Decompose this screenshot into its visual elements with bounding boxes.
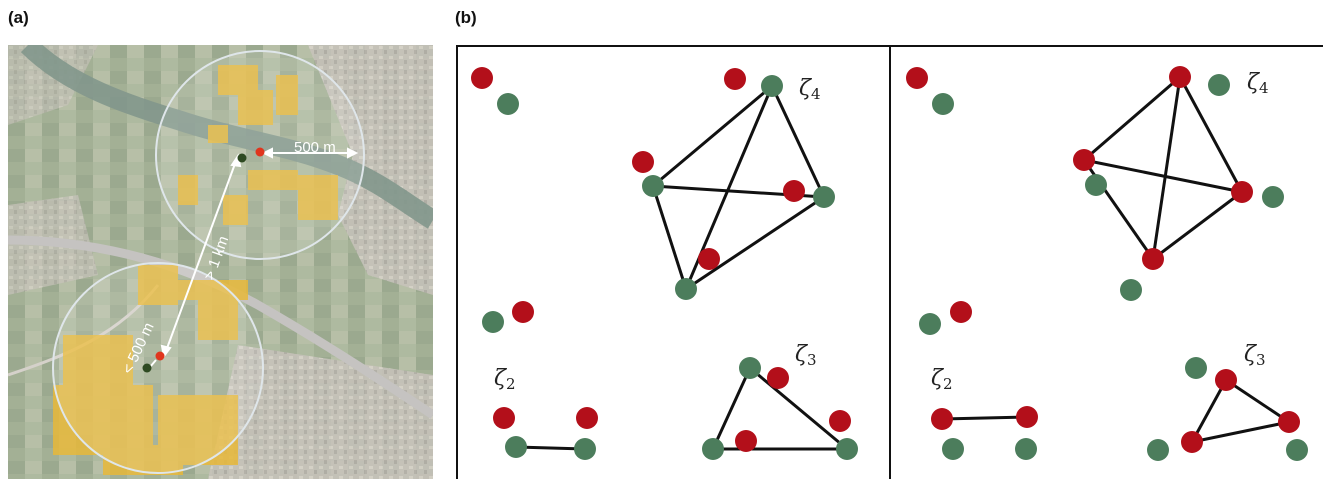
buffer-area-upper — [178, 65, 338, 225]
green-node — [1286, 439, 1308, 461]
buffer-circle-lower — [52, 262, 264, 474]
red-node — [1231, 181, 1253, 203]
red-node — [512, 301, 534, 323]
edge — [711, 367, 752, 450]
red-node — [1142, 248, 1164, 270]
green-node — [497, 93, 519, 115]
edge — [770, 85, 826, 198]
red-node — [829, 410, 851, 432]
edge — [1083, 158, 1243, 194]
green-node — [505, 436, 527, 458]
green-node — [813, 186, 835, 208]
green-node — [1208, 74, 1230, 96]
green-node — [932, 93, 954, 115]
red-node — [471, 67, 493, 89]
green-node — [1147, 439, 1169, 461]
green-node — [836, 438, 858, 460]
red-node — [1169, 66, 1191, 88]
arrowhead-1km-bottom — [160, 344, 172, 359]
edge — [515, 445, 586, 451]
label-zeta-2: ζ2 — [931, 366, 952, 393]
red-node — [493, 407, 515, 429]
label-zeta-3: ζ3 — [795, 342, 816, 369]
point-green-lower — [142, 363, 152, 373]
red-node — [931, 408, 953, 430]
green-node — [642, 175, 664, 197]
highway — [8, 235, 433, 419]
green-node — [919, 313, 941, 335]
point-green-upper — [237, 153, 247, 163]
right-graph: ζ4 ζ3 ζ2 — [906, 66, 1308, 461]
edge — [685, 195, 825, 291]
point-red-lower — [155, 351, 165, 361]
red-node — [698, 248, 720, 270]
red-node — [1181, 431, 1203, 453]
edge — [1083, 75, 1181, 162]
red-node — [735, 430, 757, 452]
label-zeta-3: ζ3 — [1244, 342, 1265, 369]
red-node — [1278, 411, 1300, 433]
left-graph: ζ4 ζ3 ζ2 — [471, 67, 858, 460]
edge — [1190, 379, 1228, 443]
urban-area-nw — [8, 45, 98, 125]
green-node — [739, 357, 761, 379]
aerial-map: 500 m > 1 km < 500 m — [8, 45, 433, 479]
panel-b-label: (b) — [455, 8, 477, 27]
edge — [652, 84, 773, 188]
label-zeta-4: ζ4 — [1247, 70, 1268, 97]
label-zeta-4: ζ4 — [799, 76, 820, 103]
red-node — [950, 301, 972, 323]
green-node — [1262, 186, 1284, 208]
point-red-upper — [255, 147, 265, 157]
green-node — [482, 311, 504, 333]
green-node — [1185, 357, 1207, 379]
edge — [1152, 190, 1243, 261]
green-node — [1120, 279, 1142, 301]
red-node — [767, 367, 789, 389]
green-node — [942, 438, 964, 460]
edge — [1151, 76, 1182, 260]
green-node — [1015, 438, 1037, 460]
red-node — [783, 180, 805, 202]
red-node — [1215, 369, 1237, 391]
buffer-area-lower — [53, 265, 248, 475]
red-node — [724, 68, 746, 90]
green-node — [574, 438, 596, 460]
green-node — [1085, 174, 1107, 196]
edge — [941, 415, 1028, 421]
red-node — [1016, 406, 1038, 428]
edge — [749, 366, 848, 451]
arrowhead-500m-right — [347, 147, 359, 159]
green-node — [702, 438, 724, 460]
arrow-1km — [165, 160, 237, 352]
label-zeta-2: ζ2 — [494, 366, 515, 393]
red-node — [576, 407, 598, 429]
green-node — [675, 278, 697, 300]
red-node — [906, 67, 928, 89]
river — [20, 45, 433, 229]
red-node — [1073, 149, 1095, 171]
arrow-lt500m — [149, 359, 157, 368]
green-node — [761, 75, 783, 97]
edge — [1225, 378, 1290, 424]
panel-a-label: (a) — [8, 8, 29, 27]
label-500m: 500 m — [294, 139, 336, 156]
edge — [651, 185, 688, 290]
graph-panel: ζ4 ζ3 ζ2 — [456, 45, 1323, 479]
arrowhead-500m-left — [261, 147, 273, 159]
edge — [1178, 76, 1244, 193]
edge — [1191, 420, 1290, 444]
red-node — [632, 151, 654, 173]
